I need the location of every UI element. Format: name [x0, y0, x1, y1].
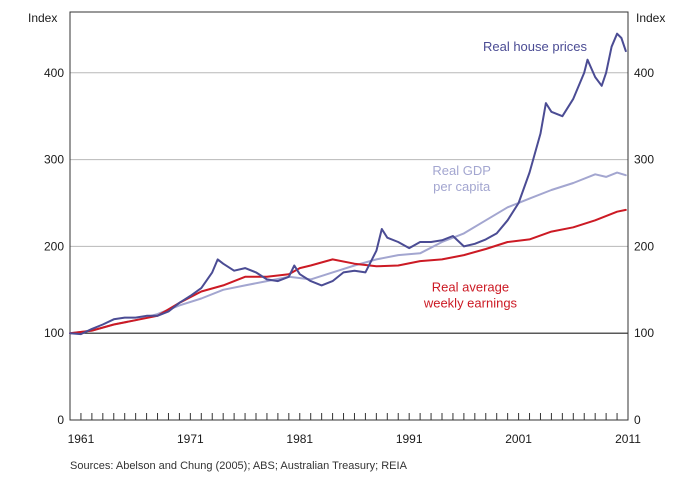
x-tick-label: 1981 [286, 432, 313, 446]
x-tick-label: 2011 [615, 432, 641, 446]
y-tick-label-right: 400 [634, 66, 654, 80]
y-tick-label-left: 0 [57, 413, 64, 427]
series-lines [69, 32, 627, 336]
series-label-1: Real GDP [432, 163, 491, 178]
series-line-1 [69, 171, 627, 335]
y-tick-label-left: 100 [44, 326, 64, 340]
x-tick-label: 1961 [68, 432, 95, 446]
y-tick-label-right: 0 [634, 413, 641, 427]
plot-frame [69, 11, 629, 421]
x-tick-label: 1971 [177, 432, 204, 446]
series-line-0 [69, 32, 627, 336]
left-y-axis-title: Index [28, 11, 57, 25]
right-y-axis-title: Index [636, 11, 665, 25]
x-tick-label: 1991 [396, 432, 423, 446]
series-label-2: Real average [432, 280, 509, 295]
series-label-2: weekly earnings [423, 296, 518, 311]
y-tick-label-left: 300 [44, 153, 64, 167]
y-tick-label-left: 400 [44, 66, 64, 80]
y-tick-label-right: 100 [634, 326, 654, 340]
grid [70, 72, 628, 334]
series-label-1: per capita [433, 179, 491, 194]
source-note: Sources: Abelson and Chung (2005); ABS; … [70, 460, 407, 472]
y-tick-label-right: 300 [634, 153, 654, 167]
x-tick-label: 2001 [505, 432, 532, 446]
y-tick-label-right: 200 [634, 239, 654, 253]
series-line-2 [69, 208, 627, 335]
axes: 0 0 100 100 200 200 300 300 400 400 1961 1971 1981 19… [44, 11, 654, 446]
y-tick-label-left: 200 [44, 239, 64, 253]
series-label-0: Real house prices [483, 39, 588, 54]
